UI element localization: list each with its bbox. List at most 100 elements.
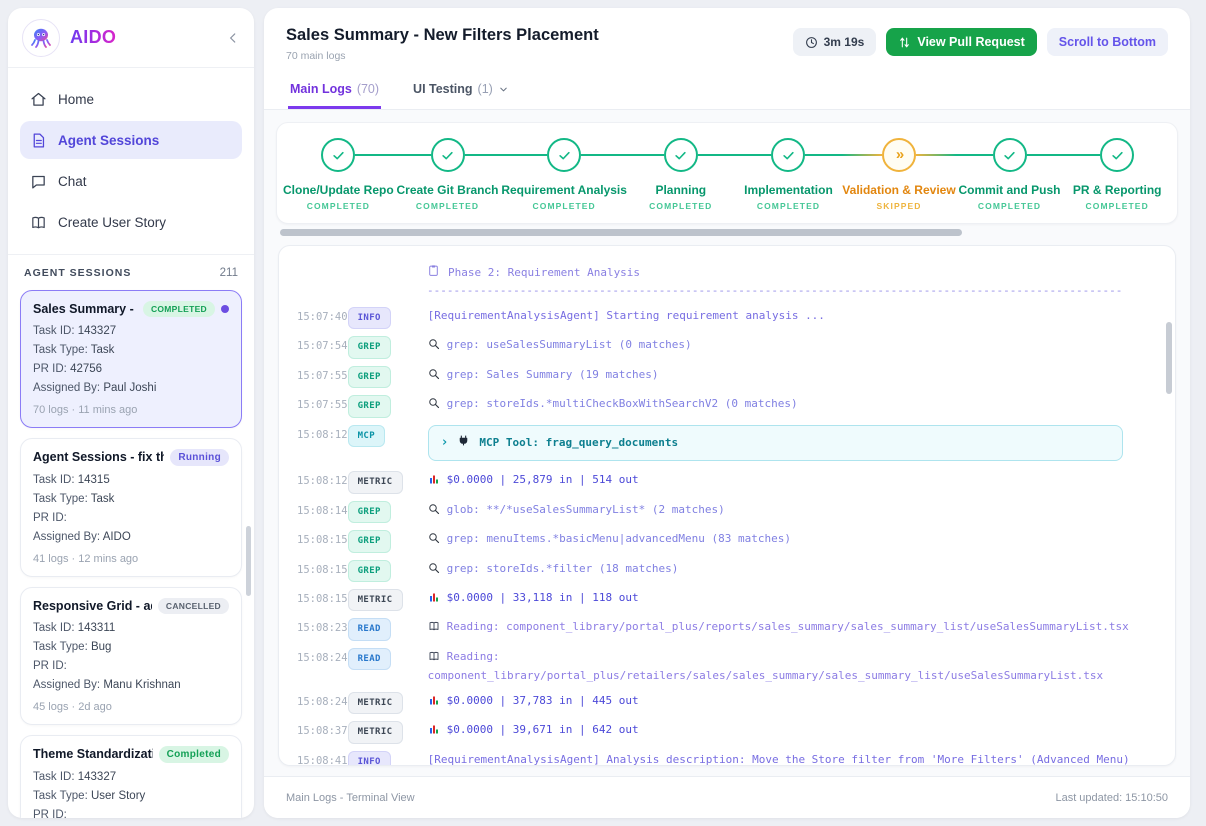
session-card[interactable]: Sales Summary - N... COMPLETED Task ID: … [20, 290, 242, 428]
pull-request-icon [898, 36, 911, 49]
log-level-badge: GREP [348, 366, 391, 388]
phase-divider: ----------------------------------------… [427, 284, 1137, 297]
duration-badge: 3m 19s [793, 28, 877, 56]
mcp-tool-expander[interactable]: › MCP Tool: frag_query_documents [428, 425, 1123, 462]
log-row: 15:08:37 METRIC $0.0000 | 39,671 in | 64… [297, 721, 1161, 743]
check-icon [771, 138, 805, 172]
sidebar-scrollbar[interactable] [246, 526, 251, 596]
tab-count: (1) [478, 82, 493, 96]
log-message: [RequirementAnalysisAgent] Starting requ… [428, 309, 825, 322]
pipeline-step: Commit and Push COMPLETED [956, 137, 1064, 211]
pipeline-step: Clone/Update Repo COMPLETED [283, 137, 394, 211]
scroll-to-bottom-button[interactable]: Scroll to Bottom [1047, 28, 1168, 56]
session-card[interactable]: Responsive Grid - addi... CANCELLED Task… [20, 587, 242, 725]
log-message: $0.0000 | 39,671 in | 642 out [447, 723, 639, 736]
main-panel: Sales Summary - New Filters Placement 70… [264, 8, 1190, 818]
task-id: 14315 [78, 474, 110, 486]
log-timestamp: 15:08:24 [297, 692, 348, 711]
session-title: Sales Summary - N... [33, 302, 137, 316]
session-meta: 41 logs · 12 mins ago [33, 553, 229, 565]
log-row: 15:08:14 GREP glob: **/*useSalesSummaryL… [297, 501, 1161, 523]
book-icon [428, 650, 440, 668]
log-timestamp: 15:08:12 [297, 471, 348, 490]
log-level-badge: INFO [348, 307, 391, 329]
log-message: Reading: component_library/portal_plus/r… [447, 620, 1129, 633]
log-message: Reading: component_library/portal_plus/r… [428, 650, 1104, 683]
log-level-badge: GREP [348, 501, 391, 523]
log-message: $0.0000 | 25,879 in | 514 out [447, 473, 639, 486]
check-icon [664, 138, 698, 172]
assigned-by: AIDO [103, 531, 131, 543]
field-label: PR ID: [33, 512, 67, 524]
log-level-badge: MCP [348, 425, 385, 447]
session-card[interactable]: Theme Standardization... Completed Task … [20, 735, 242, 818]
assigned-by: Manu Krishnan [103, 679, 180, 691]
log-level-badge: GREP [348, 336, 391, 358]
status-badge: COMPLETED [143, 301, 215, 317]
search-icon [428, 368, 440, 386]
log-level-badge: GREP [348, 395, 391, 417]
log-row: 15:08:41 INFO [RequirementAnalysisAgent]… [297, 751, 1161, 766]
view-pull-request-button[interactable]: View Pull Request [886, 28, 1036, 56]
log-timestamp: 15:08:12 [297, 425, 348, 444]
log-row: 15:08:12 MCP › MCP Tool: frag_query_docu… [297, 425, 1161, 462]
session-count: 211 [220, 267, 238, 279]
task-type: Task [91, 344, 115, 356]
search-icon [428, 397, 440, 415]
pipeline-horizontal-scrollbar[interactable] [278, 229, 1176, 237]
log-message: grep: menuItems.*basicMenu|advancedMenu … [447, 532, 791, 545]
sidebar-item-agent-sessions[interactable]: Agent Sessions [20, 121, 242, 159]
log-message: [RequirementAnalysisAgent] Analysis desc… [428, 753, 1137, 766]
tab-main-logs[interactable]: Main Logs (70) [288, 76, 381, 109]
log-message: grep: storeIds.*filter (18 matches) [447, 562, 679, 575]
status-bar: Main Logs - Terminal View Last updated: … [264, 776, 1190, 818]
log-level-badge: READ [348, 618, 391, 640]
field-label: Task Type: [33, 641, 88, 653]
sidebar-item-home[interactable]: Home [20, 80, 242, 118]
check-icon [431, 138, 465, 172]
scrollbar-thumb[interactable] [280, 229, 962, 236]
log-vertical-scrollbar[interactable] [1166, 322, 1172, 394]
skip-icon: » [882, 138, 916, 172]
field-label: Task Type: [33, 790, 88, 802]
task-id: 143327 [78, 325, 116, 337]
sidebar-item-create-user-story[interactable]: Create User Story [20, 203, 242, 241]
session-title: Theme Standardization... [33, 747, 153, 761]
main-content: Clone/Update Repo COMPLETED Create Git B… [264, 110, 1190, 776]
sidebar-item-chat[interactable]: Chat [20, 162, 242, 200]
phase-header: Phase 2: Requirement Analysis [427, 264, 1161, 280]
sidebar-collapse-button[interactable] [226, 31, 240, 45]
log-timestamp: 15:07:40 [297, 307, 348, 326]
session-title: Agent Sessions - fix the d... [33, 450, 164, 464]
assigned-by: Paul Joshi [103, 382, 156, 394]
field-label: Assigned By: [33, 679, 100, 691]
field-label: Task ID: [33, 325, 75, 337]
session-card[interactable]: Agent Sessions - fix the d... Running Ta… [20, 438, 242, 577]
phase-title: Phase 2: Requirement Analysis [448, 266, 640, 279]
chat-icon [30, 173, 47, 190]
search-icon [428, 532, 440, 550]
sidebar-nav: Home Agent Sessions Chat Create User Sto… [8, 68, 254, 254]
pipeline-step: PR & Reporting COMPLETED [1063, 137, 1171, 211]
clipboard-icon [427, 264, 440, 280]
log-timestamp: 15:08:15 [297, 560, 348, 579]
log-level-badge: GREP [348, 560, 391, 582]
log-row: 15:07:40 INFO [RequirementAnalysisAgent]… [297, 307, 1161, 329]
tab-ui-testing[interactable]: UI Testing (1) [411, 76, 511, 109]
task-type: User Story [91, 790, 145, 802]
task-type: Bug [91, 641, 111, 653]
session-meta: 70 logs · 11 mins ago [33, 404, 229, 416]
chevron-down-icon [498, 84, 509, 95]
status-badge: Completed [159, 746, 229, 763]
search-icon [428, 562, 440, 580]
field-label: Task ID: [33, 474, 75, 486]
pipeline-step: Implementation COMPLETED [735, 137, 843, 211]
log-row: 15:08:24 METRIC $0.0000 | 37,783 in | 44… [297, 692, 1161, 714]
log-timestamp: 15:07:55 [297, 366, 348, 385]
chart-icon [428, 694, 440, 712]
section-title: AGENT SESSIONS [24, 267, 131, 279]
log-level-badge: METRIC [348, 721, 403, 743]
log-terminal: Phase 2: Requirement Analysis ----------… [278, 245, 1176, 766]
agent-sessions-header: AGENT SESSIONS 211 [8, 254, 254, 288]
session-list[interactable]: Sales Summary - N... COMPLETED Task ID: … [8, 288, 254, 818]
